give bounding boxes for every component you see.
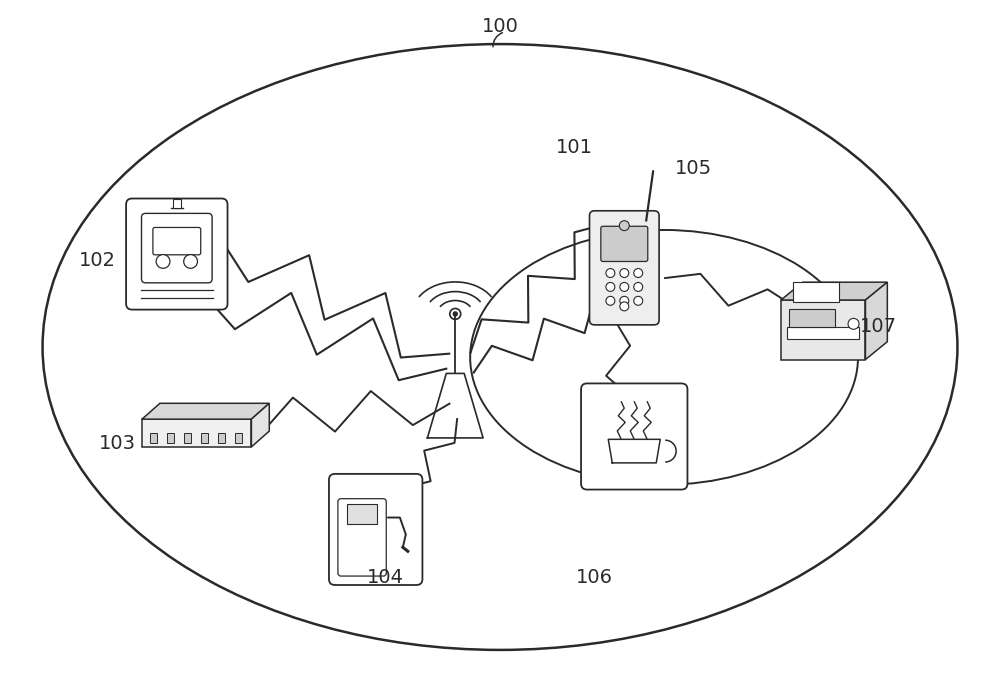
Text: 103: 103	[99, 434, 136, 453]
Text: 101: 101	[556, 138, 593, 157]
Polygon shape	[781, 282, 887, 300]
Text: 104: 104	[367, 568, 404, 587]
Circle shape	[619, 221, 629, 230]
Circle shape	[620, 302, 629, 311]
Polygon shape	[251, 403, 269, 447]
Bar	[167, 433, 174, 443]
Bar	[787, 327, 859, 339]
Polygon shape	[781, 300, 865, 359]
Circle shape	[620, 269, 629, 278]
FancyBboxPatch shape	[126, 198, 228, 310]
FancyBboxPatch shape	[590, 211, 659, 325]
Bar	[347, 505, 377, 525]
FancyBboxPatch shape	[142, 213, 212, 283]
Bar	[184, 433, 191, 443]
Bar	[235, 433, 242, 443]
Circle shape	[606, 296, 615, 305]
Text: 106: 106	[576, 568, 613, 587]
Text: 107: 107	[859, 317, 896, 336]
Polygon shape	[608, 439, 660, 463]
Bar	[793, 282, 839, 302]
Circle shape	[620, 282, 629, 291]
Text: 100: 100	[482, 17, 518, 36]
Circle shape	[606, 282, 615, 291]
Circle shape	[620, 296, 629, 305]
Circle shape	[634, 282, 643, 291]
Circle shape	[184, 255, 197, 269]
Text: 105: 105	[675, 158, 712, 178]
FancyBboxPatch shape	[601, 226, 648, 262]
Circle shape	[606, 269, 615, 278]
Polygon shape	[865, 282, 887, 359]
Polygon shape	[142, 419, 251, 447]
Bar	[173, 198, 181, 208]
Circle shape	[848, 319, 859, 329]
Circle shape	[634, 269, 643, 278]
Circle shape	[453, 312, 457, 316]
Bar	[218, 433, 225, 443]
Text: 102: 102	[79, 251, 116, 271]
FancyBboxPatch shape	[581, 383, 687, 489]
Bar	[201, 433, 208, 443]
FancyBboxPatch shape	[153, 228, 201, 255]
Circle shape	[634, 296, 643, 305]
Polygon shape	[427, 373, 483, 438]
Circle shape	[156, 255, 170, 269]
FancyBboxPatch shape	[338, 499, 386, 576]
FancyBboxPatch shape	[329, 474, 422, 585]
Bar	[150, 433, 157, 443]
Polygon shape	[142, 403, 269, 419]
Bar	[789, 309, 835, 327]
